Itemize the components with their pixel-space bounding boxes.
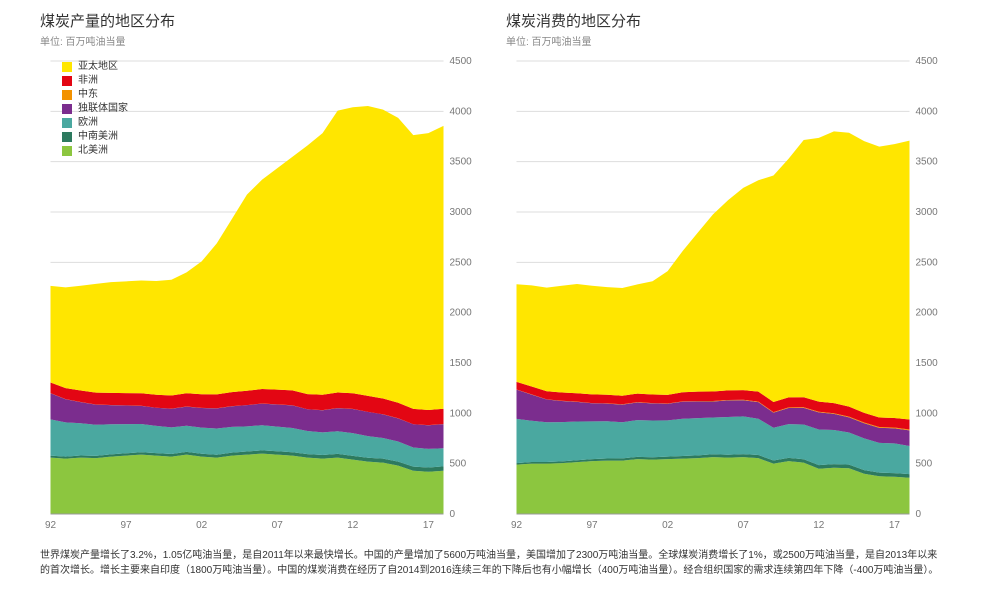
svg-text:92: 92 xyxy=(45,520,57,531)
legend-label: 欧洲 xyxy=(78,116,98,129)
caption-text: 世界煤炭产量增长了3.2%，1.05亿吨油当量，是自2011年以来最快增长。中国… xyxy=(40,548,952,578)
legend-swatch xyxy=(62,132,72,142)
svg-text:97: 97 xyxy=(121,520,133,531)
legend-swatch xyxy=(62,76,72,86)
legend-item: 非洲 xyxy=(62,74,128,87)
legend-swatch xyxy=(62,118,72,128)
svg-text:0: 0 xyxy=(450,509,456,520)
svg-text:4000: 4000 xyxy=(916,106,939,117)
legend-swatch xyxy=(62,62,72,72)
legend-swatch xyxy=(62,146,72,156)
legend: 亚太地区非洲中东独联体国家欧洲中南美洲北美洲 xyxy=(62,60,128,158)
legend-label: 亚太地区 xyxy=(78,60,118,73)
chart-subtitle-left: 单位: 百万吨油当量 xyxy=(40,33,486,48)
legend-label: 中东 xyxy=(78,88,98,101)
svg-text:4500: 4500 xyxy=(450,56,473,67)
svg-text:2500: 2500 xyxy=(916,257,939,268)
svg-text:1500: 1500 xyxy=(450,358,473,369)
consumption-chart-panel: 煤炭消费的地区分布 单位: 百万吨油当量 500 1000 1500 2000 2500… xyxy=(506,10,952,536)
svg-text:0: 0 xyxy=(916,509,922,520)
svg-text:2000: 2000 xyxy=(916,308,939,319)
legend-item: 中东 xyxy=(62,88,128,101)
legend-item: 独联体国家 xyxy=(62,102,128,115)
svg-text:02: 02 xyxy=(662,520,674,531)
svg-text:02: 02 xyxy=(196,520,208,531)
svg-text:12: 12 xyxy=(813,520,825,531)
svg-text:3500: 3500 xyxy=(916,157,939,168)
svg-text:07: 07 xyxy=(738,520,750,531)
legend-swatch xyxy=(62,104,72,114)
legend-swatch xyxy=(62,90,72,100)
svg-text:97: 97 xyxy=(587,520,599,531)
svg-text:4500: 4500 xyxy=(916,56,939,67)
svg-text:3000: 3000 xyxy=(450,207,473,218)
legend-item: 欧洲 xyxy=(62,116,128,129)
chart-title-right: 煤炭消费的地区分布 xyxy=(506,10,952,31)
svg-text:17: 17 xyxy=(423,520,435,531)
svg-text:500: 500 xyxy=(916,459,933,470)
svg-text:4000: 4000 xyxy=(450,106,473,117)
legend-label: 北美洲 xyxy=(78,144,108,157)
svg-text:1000: 1000 xyxy=(916,408,939,419)
svg-text:1000: 1000 xyxy=(450,408,473,419)
legend-item: 亚太地区 xyxy=(62,60,128,73)
chart-subtitle-right: 单位: 百万吨油当量 xyxy=(506,33,952,48)
legend-label: 中南美洲 xyxy=(78,130,118,143)
svg-text:500: 500 xyxy=(450,459,467,470)
svg-text:3500: 3500 xyxy=(450,157,473,168)
svg-text:3000: 3000 xyxy=(916,207,939,218)
svg-text:2500: 2500 xyxy=(450,257,473,268)
legend-label: 独联体国家 xyxy=(78,102,128,115)
svg-text:1500: 1500 xyxy=(916,358,939,369)
svg-text:07: 07 xyxy=(272,520,284,531)
svg-text:2000: 2000 xyxy=(450,308,473,319)
chart-title-left: 煤炭产量的地区分布 xyxy=(40,10,486,31)
svg-text:12: 12 xyxy=(347,520,359,531)
legend-item: 北美洲 xyxy=(62,144,128,157)
consumption-chart: 500 1000 1500 2000 2500 3000 3500 4000 4500 0 92 97… xyxy=(506,56,952,536)
legend-label: 非洲 xyxy=(78,74,98,87)
svg-text:17: 17 xyxy=(889,520,901,531)
legend-item: 中南美洲 xyxy=(62,130,128,143)
svg-text:92: 92 xyxy=(511,520,523,531)
